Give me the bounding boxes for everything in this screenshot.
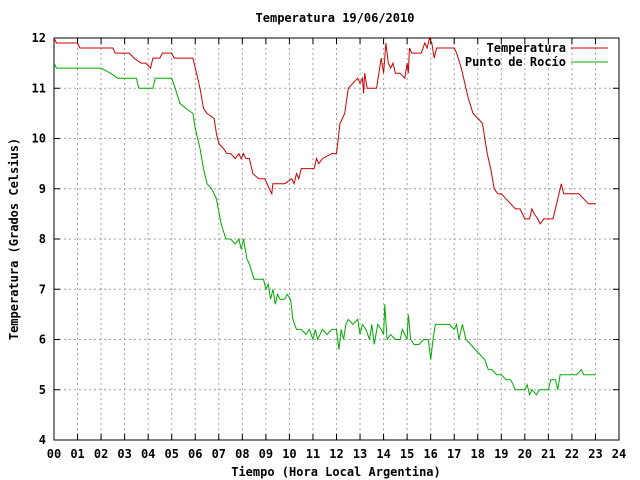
x-tick-label: 08 [235,447,249,461]
x-tick-label: 16 [423,447,437,461]
legend-label-punto-de-rocio: Punto de Rocío [465,55,566,69]
x-tick-label: 01 [70,447,84,461]
y-tick-label: 8 [39,232,46,246]
x-tick-labels: 00 01 02 03 04 05 06 07 08 09 10 11 12 13 14 15 16 17 18 19… [47,447,626,461]
x-tick-label: 00 [47,447,61,461]
x-tick-label: 20 [518,447,532,461]
y-tick-label: 6 [39,333,46,347]
x-tick-label: 22 [565,447,579,461]
x-tick-label: 13 [353,447,367,461]
x-tick-label: 04 [141,447,155,461]
x-tick-label: 17 [447,447,461,461]
x-tick-label: 05 [164,447,178,461]
x-tick-label: 18 [471,447,485,461]
y-axis-label: Temperatura (Grados Celsius) [7,138,21,340]
series-lines [53,36,596,397]
x-tick-label: 02 [94,447,108,461]
x-tick-label: 09 [259,447,273,461]
y-tick-label: 11 [32,81,46,95]
y-tick-labels: 4 5 6 7 8 9 10 11 12 [32,31,46,447]
x-tick-label: 21 [541,447,555,461]
series-line-1 [53,62,596,397]
y-tick-label: 10 [32,132,46,146]
x-tick-label: 24 [612,447,626,461]
x-tick-label: 15 [400,447,414,461]
x-tick-label: 19 [494,447,508,461]
x-tick-label: 10 [282,447,296,461]
y-tick-label: 9 [39,182,46,196]
x-tick-label: 23 [588,447,602,461]
x-tick-label: 11 [306,447,320,461]
x-tick-label: 06 [188,447,202,461]
y-tick-label: 4 [39,433,46,447]
x-tick-label: 07 [212,447,226,461]
series-line-0 [53,36,596,225]
x-tick-label: 12 [329,447,343,461]
legend-label-temperatura: Temperatura [487,41,566,55]
y-tick-label: 5 [39,383,46,397]
x-tick-label: 03 [117,447,131,461]
x-tick-label: 14 [376,447,390,461]
y-tick-label: 12 [32,31,46,45]
x-axis-label: Tiempo (Hora Local Argentina) [231,465,441,479]
chart-title: Temperatura 19/06/2010 [256,11,415,25]
y-tick-label: 7 [39,282,46,296]
legend: Temperatura Punto de Rocío [465,41,608,69]
